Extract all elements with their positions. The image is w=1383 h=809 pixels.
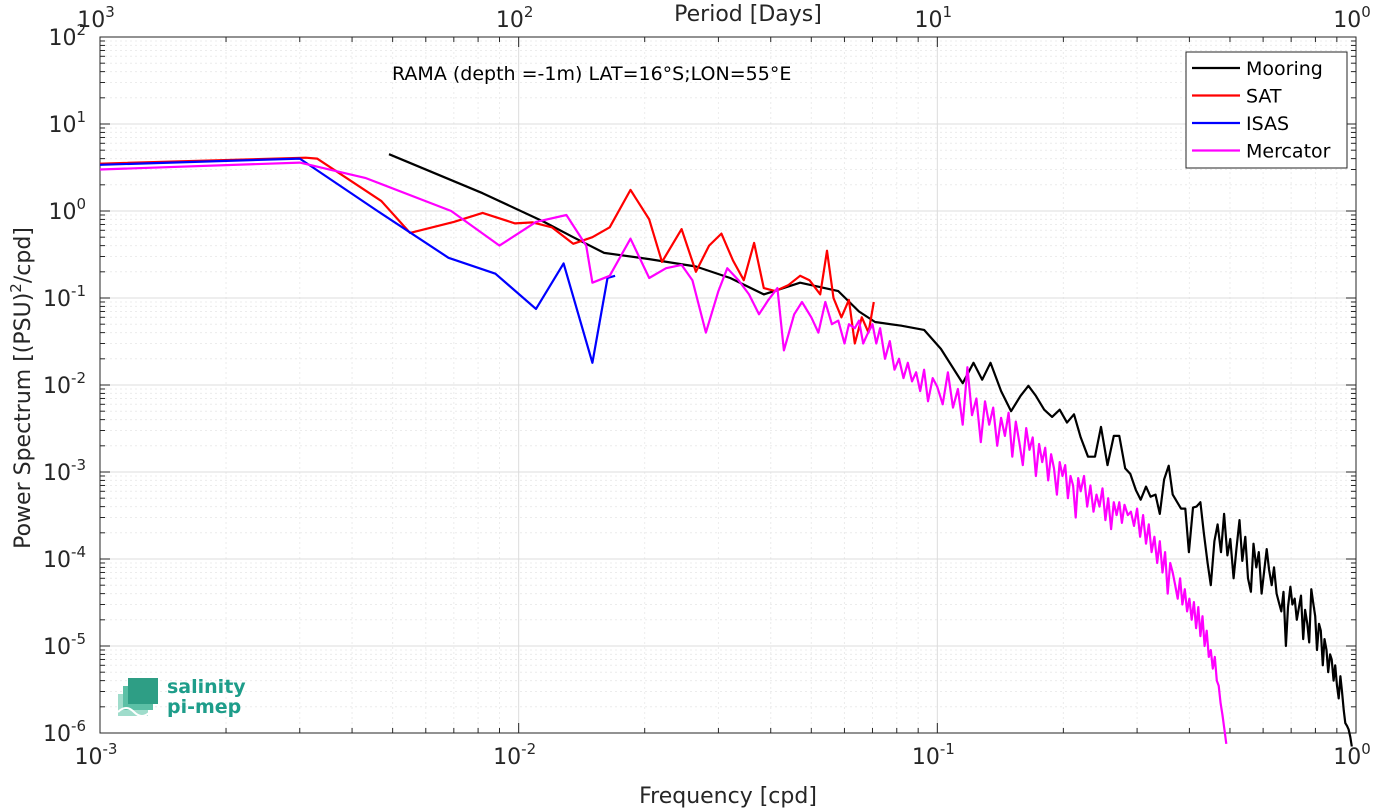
y-tick-label: 100 bbox=[48, 195, 86, 225]
x-tick-label: 10-1 bbox=[912, 740, 955, 770]
y-tick-label: 10-3 bbox=[43, 456, 86, 486]
series-lines bbox=[99, 153, 1353, 747]
y-tick-label: 102 bbox=[48, 21, 86, 51]
legend-label-isas: ISAS bbox=[1246, 113, 1289, 135]
chart-annotation: RAMA (depth =-1m) LAT=16°S;LON=55°E bbox=[392, 63, 791, 85]
x-tick-label: 10-2 bbox=[493, 740, 536, 770]
legend-box bbox=[1185, 51, 1348, 169]
series-line-mooring bbox=[388, 153, 1353, 747]
grid-lines bbox=[99, 37, 1356, 734]
top-tick-label: 102 bbox=[496, 3, 534, 33]
y-tick-label: 10-6 bbox=[43, 717, 86, 747]
y-axis-label: Power Spectrum [(PSU)2/cpd] bbox=[7, 227, 36, 549]
legend: Mooring SAT ISAS Mercator bbox=[1185, 51, 1348, 169]
x-tick-label: 100 bbox=[1333, 740, 1371, 770]
logo-text-pimep: pi-mep bbox=[167, 696, 241, 718]
legend-label-sat: SAT bbox=[1246, 86, 1282, 108]
series-line-mercator bbox=[99, 161, 1228, 745]
top-tick-label: 101 bbox=[915, 3, 953, 33]
y-tick-label: 10-4 bbox=[43, 543, 86, 573]
series-line-isas bbox=[99, 157, 616, 364]
series-line-sat bbox=[99, 156, 875, 345]
logo-text-salinity: salinity bbox=[167, 676, 246, 698]
x-axis-label: Frequency [cpd] bbox=[639, 784, 817, 809]
y-tick-label: 101 bbox=[48, 108, 86, 138]
top-axis-label: Period [Days] bbox=[674, 2, 822, 27]
y-tick-label: 10-5 bbox=[43, 630, 86, 660]
x-tick-label: 10-3 bbox=[75, 740, 118, 770]
y-tick-label: 10-2 bbox=[43, 369, 86, 399]
y-tick-label: 10-1 bbox=[43, 282, 86, 312]
legend-label-mercator: Mercator bbox=[1246, 141, 1331, 163]
logo-mark-icon bbox=[117, 678, 158, 717]
legend-label-mooring: Mooring bbox=[1246, 58, 1323, 80]
salinity-pi-mep-logo: salinity pi-mep bbox=[117, 676, 246, 718]
top-tick-label: 100 bbox=[1333, 3, 1371, 33]
top-tick-label: 103 bbox=[77, 3, 115, 33]
